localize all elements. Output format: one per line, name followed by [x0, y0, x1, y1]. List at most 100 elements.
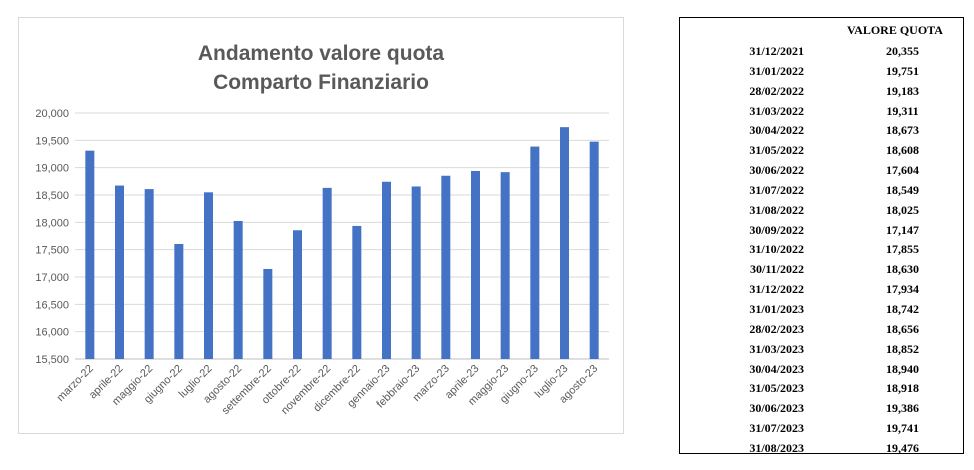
row-date: 31/12/2022 [749, 282, 804, 297]
bar [144, 189, 154, 359]
y-axis-ticks: 15,500 16,000 16,500 17,000 17,500 18,000 18,5… [35, 108, 69, 366]
row-value: 19,741 [886, 421, 919, 436]
bar [263, 268, 273, 359]
y-tick-label: 19,000 [35, 163, 69, 175]
bar [441, 175, 451, 359]
row-date: 31/07/2023 [749, 421, 804, 436]
bar [174, 243, 184, 359]
table-row: 31/03/2022 19,311 [680, 102, 963, 122]
row-value: 18,608 [886, 143, 919, 158]
bar [471, 170, 480, 359]
row-date: 31/01/2022 [749, 63, 804, 78]
bar [115, 185, 124, 359]
row-value: 19,476 [886, 440, 919, 455]
table-row: 31/01/2023 18,742 [680, 300, 963, 320]
row-date: 31/08/2022 [749, 202, 804, 217]
table-header-value: VALORE QUOTA [847, 23, 943, 37]
table-row: 30/04/2022 18,673 [680, 121, 963, 141]
table-row: 31/07/2023 19,741 [680, 419, 963, 439]
table-row: 31/03/2023 18,852 [680, 340, 963, 360]
table-row: 31/08/2022 18,025 [680, 201, 963, 221]
table-row: 31/01/2022 19,751 [680, 62, 963, 82]
table-row: 31/12/2022 17,934 [680, 280, 963, 300]
bar [233, 220, 243, 359]
bar [85, 150, 95, 359]
chart-panel: Andamento valore quota Comparto Finanzia… [18, 17, 624, 434]
row-value: 18,025 [886, 202, 919, 217]
bar [322, 187, 332, 359]
row-value: 18,549 [886, 182, 919, 197]
table-row: 30/06/2022 17,604 [680, 161, 963, 181]
row-date: 31/10/2022 [749, 242, 804, 257]
bar [411, 186, 421, 359]
bar [560, 127, 569, 360]
row-date: 31/08/2023 [749, 440, 804, 455]
y-tick-label: 17,000 [35, 272, 69, 284]
y-tick-label: 18,500 [35, 190, 69, 202]
row-value: 18,918 [886, 381, 919, 396]
row-value: 18,742 [886, 301, 919, 316]
row-value: 19,311 [886, 103, 919, 118]
row-value: 18,940 [886, 361, 919, 376]
x-axis-ticks: marzo-22aprile-22maggio-22giugno-22lugli… [55, 363, 601, 417]
table-row: 30/04/2023 18,940 [680, 360, 963, 380]
row-value: 19,751 [886, 63, 919, 78]
table-row: 28/02/2022 19,183 [680, 82, 963, 102]
table-row: 31/07/2022 18,549 [680, 181, 963, 201]
row-date: 31/03/2022 [749, 103, 804, 118]
row-date: 31/05/2023 [749, 381, 804, 396]
table-row: 30/09/2022 17,147 [680, 221, 963, 241]
row-date: 30/06/2023 [749, 401, 804, 416]
row-value: 18,852 [886, 341, 919, 356]
row-date: 31/03/2023 [749, 341, 804, 356]
table-row: 31/12/2021 20,355 [680, 42, 963, 62]
table-row: 30/11/2022 18,630 [680, 260, 963, 280]
chart-title-line-2: Comparto Finanziario [213, 71, 429, 94]
row-value: 18,673 [886, 123, 919, 138]
row-date: 30/04/2022 [749, 123, 804, 138]
row-date: 30/04/2023 [749, 361, 804, 376]
row-value: 18,656 [886, 321, 919, 336]
table-row: 28/02/2023 18,656 [680, 320, 963, 340]
row-value: 20,355 [886, 44, 919, 58]
bar [500, 172, 510, 359]
y-tick-label: 16,500 [35, 299, 69, 311]
row-value: 19,183 [886, 83, 919, 98]
y-tick-label: 15,500 [35, 354, 69, 366]
row-date: 28/02/2022 [749, 83, 804, 98]
row-date: 31/05/2022 [749, 143, 804, 158]
gridlines [75, 112, 609, 360]
y-tick-label: 19,500 [35, 135, 69, 147]
table-row: 31/05/2023 18,918 [680, 379, 963, 399]
table-header: VALORE QUOTA [680, 23, 963, 39]
y-tick-label: 18,000 [35, 217, 69, 229]
row-value: 19,386 [886, 401, 919, 416]
bar [352, 225, 362, 359]
bar [530, 146, 540, 359]
bars [85, 127, 599, 360]
row-value: 17,934 [886, 282, 919, 297]
row-value: 17,604 [886, 163, 919, 178]
row-date: 31/07/2022 [749, 182, 804, 197]
quota-table: VALORE QUOTA 31/12/2021 20,355 31/01/2022 1… [679, 17, 964, 455]
bar [293, 230, 302, 359]
row-date: 30/11/2022 [749, 262, 804, 277]
bar-chart: Andamento valore quota Comparto Finanzia… [35, 42, 609, 417]
table-row: 31/08/2023 19,476 [680, 439, 963, 459]
bar [204, 192, 213, 359]
row-date: 28/02/2023 [749, 321, 804, 336]
table-body: 31/12/2021 20,355 31/01/2022 19,751 28/02/20… [680, 42, 963, 459]
table-row: 31/05/2022 18,608 [680, 141, 963, 161]
y-tick-label: 20,000 [35, 108, 69, 120]
chart-title-line-1: Andamento valore quota [198, 42, 445, 65]
row-value: 18,630 [886, 262, 919, 277]
x-tick-label: marzo-22 [55, 363, 96, 404]
bar [382, 181, 391, 359]
row-date: 30/09/2022 [749, 222, 804, 237]
bar [589, 141, 599, 359]
row-value: 17,855 [886, 242, 919, 257]
y-tick-label: 17,500 [35, 245, 69, 257]
y-tick-label: 16,000 [35, 327, 69, 339]
table-row: 31/10/2022 17,855 [680, 240, 963, 260]
row-date: 31/01/2023 [749, 301, 804, 316]
